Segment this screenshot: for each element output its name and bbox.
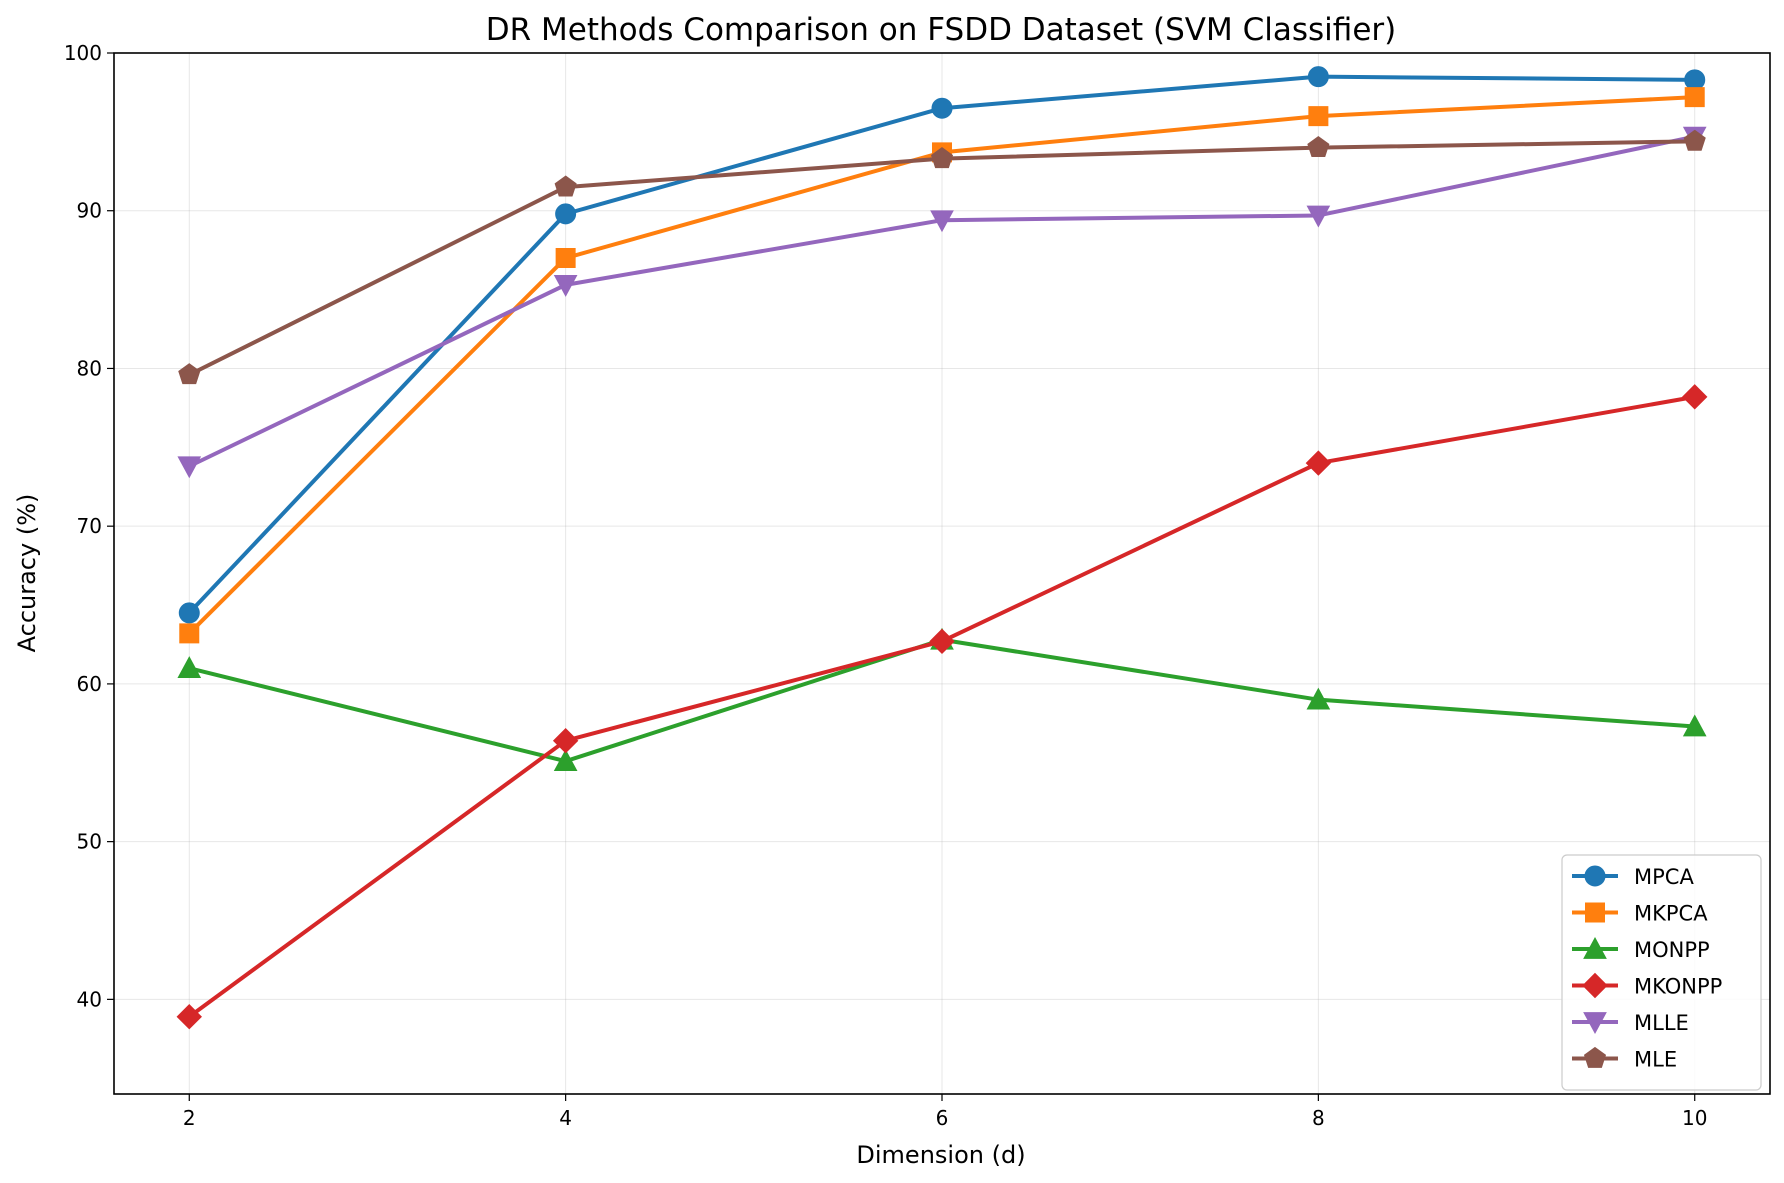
data-point-mlle bbox=[553, 275, 578, 297]
data-point-mkonpp bbox=[1682, 384, 1708, 410]
data-point-monpp bbox=[1682, 714, 1707, 737]
chart-title: DR Methods Comparison on FSDD Dataset (S… bbox=[486, 12, 1396, 48]
legend-label: MLLE bbox=[1634, 1011, 1689, 1035]
data-point-mkpca bbox=[179, 623, 200, 644]
legend-item-mpca: MPCA bbox=[1572, 865, 1694, 889]
legend-label: MKPCA bbox=[1634, 902, 1708, 926]
data-point-mle bbox=[1683, 129, 1706, 151]
data-point-mpca bbox=[1307, 66, 1329, 88]
data-point-mpca bbox=[931, 97, 953, 119]
legend-label: MLE bbox=[1634, 1048, 1677, 1072]
legend-item-mkpca: MKPCA bbox=[1572, 902, 1708, 926]
legend-label: MONPP bbox=[1634, 938, 1710, 962]
y-tick-label: 80 bbox=[77, 356, 102, 380]
y-axis-label: Accuracy (%) bbox=[13, 494, 41, 653]
y-tick-label: 60 bbox=[77, 672, 102, 696]
legend-marker-monpp bbox=[1583, 936, 1607, 959]
data-point-mkonpp bbox=[1305, 450, 1332, 476]
data-point-mpca bbox=[555, 203, 577, 225]
data-point-mle bbox=[930, 147, 954, 169]
x-axis-label: Dimension (d) bbox=[856, 1141, 1025, 1169]
legend-item-mlle: MLLE bbox=[1572, 1011, 1689, 1035]
data-point-mpca bbox=[178, 602, 200, 624]
legend-marker-mpca bbox=[1584, 865, 1606, 887]
y-tick-label: 50 bbox=[77, 830, 102, 854]
x-tick-label: 8 bbox=[1312, 1106, 1325, 1130]
data-point-monpp bbox=[553, 749, 578, 772]
data-point-monpp bbox=[1306, 687, 1331, 710]
legend-label: MPCA bbox=[1634, 865, 1694, 889]
data-point-mkonpp bbox=[176, 1004, 202, 1030]
series-mkonpp bbox=[176, 384, 1708, 1030]
data-point-mpca bbox=[1684, 69, 1706, 91]
data-point-mkpca bbox=[555, 248, 576, 269]
y-tick-label: 90 bbox=[77, 199, 102, 223]
x-tick-label: 10 bbox=[1682, 1106, 1707, 1130]
legend: MPCA MKPCA MONPP MKONPP MLLE MLE bbox=[1561, 854, 1762, 1091]
x-tick-label: 6 bbox=[936, 1106, 949, 1130]
data-point-mlle bbox=[930, 210, 954, 233]
data-point-mkonpp bbox=[552, 727, 579, 754]
data-point-mlle bbox=[177, 456, 202, 479]
data-point-mkonpp bbox=[929, 628, 955, 655]
series-mle bbox=[178, 129, 1706, 385]
legend-marker-mlle bbox=[1583, 1012, 1607, 1035]
y-tick-label: 40 bbox=[77, 987, 102, 1011]
y-tick-label: 100 bbox=[64, 41, 102, 65]
data-point-monpp bbox=[177, 656, 202, 678]
data-point-mkpca bbox=[1684, 87, 1705, 108]
y-tick-label: 70 bbox=[77, 514, 102, 538]
x-tick-label: 2 bbox=[183, 1106, 196, 1130]
x-tick-label: 4 bbox=[559, 1106, 572, 1130]
legend-marker-mle bbox=[1583, 1046, 1607, 1068]
data-point-mle bbox=[554, 175, 577, 197]
legend-item-mkonpp: MKONPP bbox=[1572, 972, 1722, 999]
legend-item-monpp: MONPP bbox=[1572, 936, 1710, 962]
data-point-mlle bbox=[1306, 205, 1331, 228]
data-point-mle bbox=[178, 363, 201, 385]
legend-marker-mkonpp bbox=[1582, 972, 1608, 999]
legend-item-mle: MLE bbox=[1572, 1046, 1677, 1072]
data-point-mle bbox=[1307, 136, 1330, 158]
data-point-mkpca bbox=[1308, 106, 1329, 127]
legend-label: MKONPP bbox=[1634, 975, 1722, 999]
legend-marker-mkpca bbox=[1585, 902, 1605, 923]
